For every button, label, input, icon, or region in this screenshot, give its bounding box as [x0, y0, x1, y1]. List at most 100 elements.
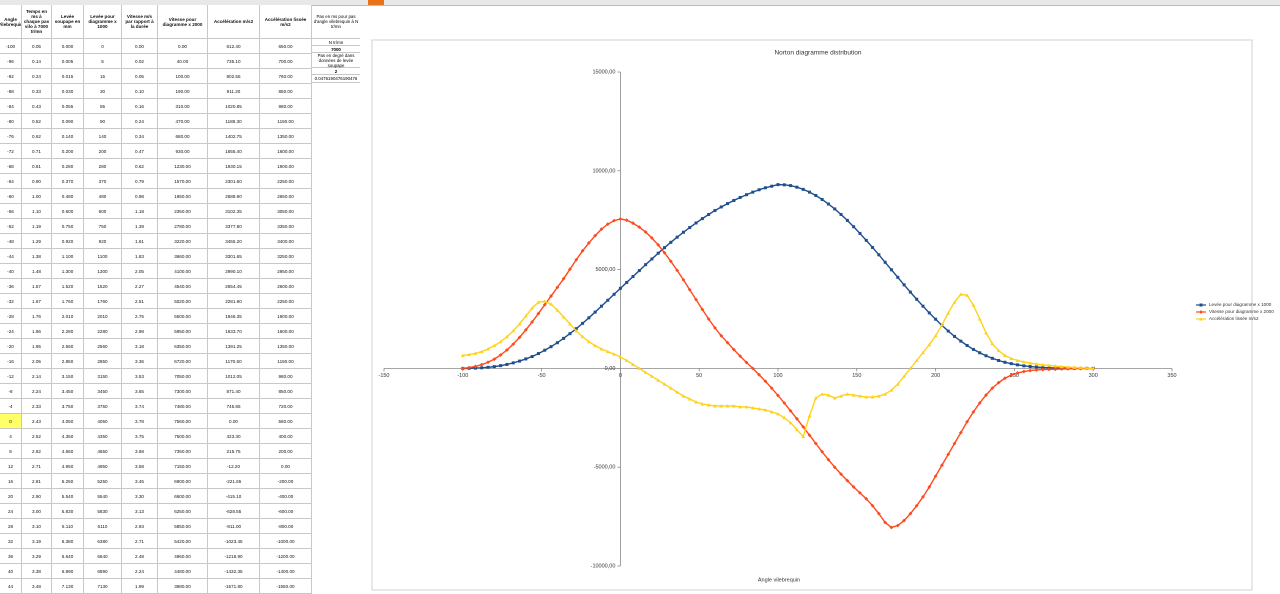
table-cell: 0.90 [22, 174, 52, 189]
data-point [1028, 361, 1033, 365]
x-tick-label: -100 [457, 373, 468, 379]
table-cell: 0.33 [22, 84, 52, 99]
table-cell: 2.27 [122, 279, 158, 294]
data-point [977, 401, 982, 405]
data-point [473, 364, 478, 369]
table-cell: -92 [0, 69, 22, 84]
data-point [902, 283, 906, 287]
data-point [593, 343, 598, 348]
data-point [996, 380, 1001, 385]
table-cell: 1.760 [52, 294, 84, 309]
data-point [650, 257, 654, 261]
table-cell: 5 [84, 54, 122, 69]
data-point [511, 342, 516, 346]
table-cell: -415.10 [208, 489, 260, 504]
data-point [624, 358, 629, 362]
table-cell: 1402.75 [208, 129, 260, 144]
table-cell: 0.055 [52, 99, 84, 114]
data-point [542, 302, 547, 307]
table-cell: 2.43 [22, 414, 52, 429]
table-cell: 2.24 [22, 384, 52, 399]
data-point [990, 386, 995, 391]
table-cell: 2301.60 [208, 174, 260, 189]
table-cell: 0.43 [22, 99, 52, 114]
data-point [505, 348, 509, 352]
data-point [845, 218, 849, 222]
data-point [719, 333, 724, 338]
data-point [984, 393, 988, 397]
data-point [580, 334, 585, 339]
data-point [700, 402, 705, 406]
table-cell: 1600.00 [260, 324, 312, 339]
table-cell: 7050.00 [158, 369, 208, 384]
data-point [978, 351, 982, 355]
table-cell: 1012.05 [208, 369, 260, 384]
legend-label: Levée pour diagramme x 1000 [1209, 302, 1272, 307]
data-point [492, 343, 497, 348]
data-point [511, 328, 516, 333]
legend-marker [1199, 317, 1203, 321]
data-point [769, 386, 774, 391]
table-cell: 2.14 [22, 369, 52, 384]
table-cell: -76 [0, 129, 22, 144]
data-point [826, 393, 831, 397]
data-point [1015, 358, 1020, 362]
x-tick-label: 250 [1010, 373, 1019, 379]
column-header: Accélération m/s2 [208, 5, 260, 39]
data-point [523, 327, 528, 332]
table-cell: 850.00 [260, 84, 312, 99]
table-cell: 4.050 [52, 414, 84, 429]
data-point [845, 478, 850, 483]
data-point [1034, 362, 1039, 366]
table-cell: 0.24 [22, 69, 52, 84]
data-point [668, 259, 673, 264]
table-cell: 3350.00 [260, 219, 312, 234]
data-point [1053, 367, 1058, 372]
table-cell: 140 [84, 129, 122, 144]
data-point [757, 372, 761, 377]
table-cell: 1.29 [22, 234, 52, 249]
data-point [921, 494, 925, 499]
table-cell: 2688.90 [208, 189, 260, 204]
column-header: Levée soupape en mm [52, 5, 84, 39]
data-point [713, 209, 717, 213]
data-point [637, 269, 641, 273]
table-cell: 2.90 [22, 489, 52, 504]
table-cell: 0.79 [122, 174, 158, 189]
x-tick-label: 0 [619, 373, 622, 379]
x-tick-label: 50 [696, 373, 702, 379]
data-point [946, 329, 950, 333]
data-point [877, 253, 881, 257]
table-cell: -24 [0, 324, 22, 339]
table-cell: 1100 [84, 249, 122, 264]
data-point [555, 285, 560, 290]
data-point [883, 260, 887, 264]
data-point [763, 186, 767, 190]
data-point [990, 341, 995, 346]
table-cell: 0.090 [52, 114, 84, 129]
data-point [486, 360, 490, 365]
data-point [675, 390, 680, 394]
table-cell: 4 [0, 429, 22, 444]
data-point [498, 339, 503, 344]
data-point [1028, 365, 1032, 369]
data-point [530, 320, 535, 324]
x-tick-label: 350 [1167, 373, 1176, 379]
data-point [561, 315, 566, 319]
table-cell: 5.250 [52, 474, 84, 489]
data-point [858, 231, 862, 235]
data-point [523, 314, 528, 318]
data-point [562, 336, 566, 340]
table-cell: 2.280 [52, 324, 84, 339]
data-point [744, 405, 749, 409]
x-tick-label: 150 [852, 373, 861, 379]
table-cell: 2990.10 [208, 264, 260, 279]
data-point [688, 226, 692, 230]
data-point [574, 328, 579, 333]
table-cell: 3.29 [22, 549, 52, 564]
table-cell: -44 [0, 249, 22, 264]
data-point [631, 362, 635, 366]
table-cell: 310.00 [158, 99, 208, 114]
data-point [889, 388, 894, 392]
data-point [1034, 368, 1039, 372]
